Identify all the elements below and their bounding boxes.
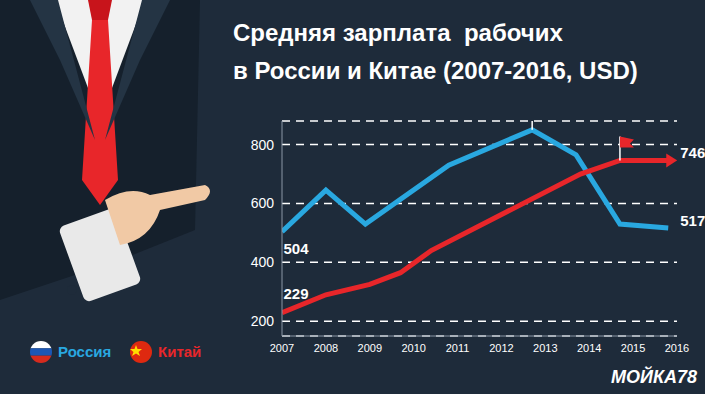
html-text:МОЙКА78: МОЙКА78 [611, 367, 697, 387]
svg-text:400: 400 [251, 254, 275, 270]
svg-text:2008: 2008 [314, 342, 338, 354]
svg-text:2010: 2010 [401, 342, 425, 354]
svg-text:2011: 2011 [446, 342, 470, 354]
svg-text:2014: 2014 [577, 342, 601, 354]
svg-text:2007: 2007 [270, 342, 294, 354]
html-text:в России и Китае (2007-2016, U: в России и Китае (2007-2016, USD) [233, 57, 638, 84]
svg-text:600: 600 [251, 195, 275, 211]
svg-text:2016: 2016 [665, 342, 689, 354]
svg-text:504: 504 [283, 240, 309, 257]
svg-text:Китай: Китай [158, 343, 201, 360]
svg-text:200: 200 [251, 313, 275, 329]
svg-text:517: 517 [680, 212, 697, 229]
svg-text:2009: 2009 [358, 342, 382, 354]
html-text:Средняя зарплата рабочих: Средняя зарплата рабочих [233, 19, 563, 46]
svg-text:229: 229 [283, 285, 308, 302]
svg-text:746: 746 [680, 144, 697, 161]
svg-text:2015: 2015 [621, 342, 645, 354]
svg-text:2012: 2012 [489, 342, 513, 354]
svg-text:2013: 2013 [533, 342, 557, 354]
svg-text:800: 800 [251, 137, 275, 153]
svg-text:Россия: Россия [58, 343, 111, 360]
